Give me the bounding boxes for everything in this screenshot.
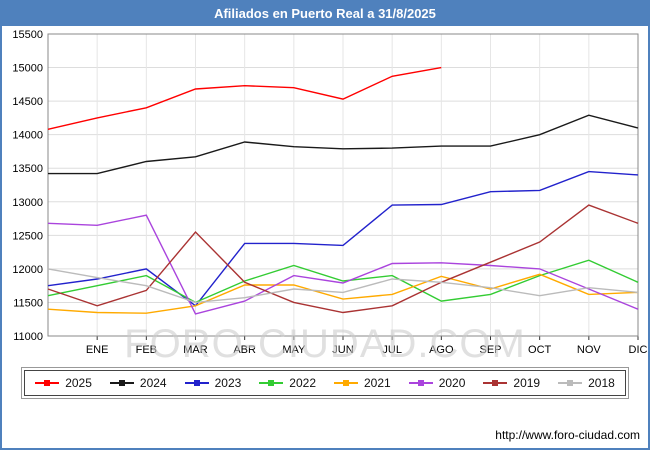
x-tick-label: DIC xyxy=(629,344,648,356)
x-tick-label: ENE xyxy=(86,344,109,356)
legend-label-2022: 2022 xyxy=(289,376,316,390)
x-tick-label: AGO xyxy=(429,344,454,356)
legend-swatch-2025 xyxy=(35,380,60,386)
series-line-2019 xyxy=(47,204,639,314)
legend-label-2024: 2024 xyxy=(139,376,167,390)
series-line-2021 xyxy=(47,273,639,314)
legend-swatch-2023 xyxy=(184,380,209,386)
legend-marker-2021 xyxy=(343,380,349,386)
x-tick-label: MAY xyxy=(282,344,306,356)
legend-label-2023: 2023 xyxy=(214,376,242,390)
legend-label-2019: 2019 xyxy=(513,376,541,390)
legend-marker-2025 xyxy=(44,380,51,386)
legend-marker-2023 xyxy=(193,380,200,386)
legend-item-2018: 2018 xyxy=(558,376,615,390)
legend-swatch-2019 xyxy=(483,380,508,386)
legend-label-2018: 2018 xyxy=(588,376,615,390)
series-line-2025 xyxy=(47,66,442,130)
x-tick-label: JUL xyxy=(382,344,402,356)
x-tick-label: SEP xyxy=(479,344,501,356)
x-tick-label: FEB xyxy=(136,344,157,356)
y-tick-label: 14500 xyxy=(12,96,43,108)
legend-marker-2024 xyxy=(118,380,125,386)
legend-marker-2020 xyxy=(417,380,424,386)
series-line-2020 xyxy=(47,214,639,315)
legend: 2025 2024 2023 2022 2021 2020 2019 2018 xyxy=(21,367,629,399)
chart-title: Afiliados en Puerto Real a 31/8/2025 xyxy=(2,2,648,26)
series-line-2022 xyxy=(47,259,639,304)
x-tick-label: JUN xyxy=(332,344,353,356)
legend-label-2025: 2025 xyxy=(65,376,92,390)
chart-area: 11000 11500 12000 12500 13000 13500 14000 14500… xyxy=(2,26,648,366)
legend-item-2021: 2021 xyxy=(334,376,391,390)
legend-item-2024: 2024 xyxy=(109,376,167,390)
legend-marker-2022 xyxy=(268,380,275,386)
plot-border xyxy=(47,33,639,337)
y-tick-label: 12000 xyxy=(12,264,43,276)
y-tick-label: 15000 xyxy=(12,63,43,75)
legend-swatch-2020 xyxy=(408,380,433,386)
legend-marker-2018 xyxy=(567,380,574,386)
legend-item-2023: 2023 xyxy=(184,376,242,390)
y-tick-label: 11000 xyxy=(13,331,43,343)
y-tick-label: 12500 xyxy=(12,230,43,242)
legend-swatch-2024 xyxy=(109,380,134,386)
legend-label-2020: 2020 xyxy=(438,376,466,390)
y-tick-label: 13000 xyxy=(12,197,43,209)
legend-label-2021: 2021 xyxy=(364,376,391,390)
y-tick-label: 15500 xyxy=(12,29,43,41)
legend-swatch-2021 xyxy=(334,380,358,386)
footer-url-link[interactable]: http://www.foro-ciudad.com xyxy=(495,428,640,442)
legend-item-2019: 2019 xyxy=(483,376,540,390)
x-tick-label: OCT xyxy=(528,344,552,356)
y-tick-label: 13500 xyxy=(12,163,43,175)
y-tick-label: 14000 xyxy=(12,130,43,142)
x-tick-label: ABR xyxy=(233,344,256,356)
series-line-2023 xyxy=(47,170,639,307)
legend-item-2020: 2020 xyxy=(408,376,466,390)
legend-item-2025: 2025 xyxy=(35,376,92,390)
legend-swatch-2022 xyxy=(259,380,284,386)
footer: http://www.foro-ciudad.com xyxy=(495,428,640,442)
y-tick-label: 11500 xyxy=(13,297,43,309)
legend-marker-2019 xyxy=(492,380,499,386)
legend-item-2022: 2022 xyxy=(259,376,316,390)
line-chart-svg: 11000 11500 12000 12500 13000 13500 14000 14500… xyxy=(12,29,648,356)
x-tick-label: MAR xyxy=(183,344,208,356)
series-line-2024 xyxy=(48,114,639,175)
x-tick-label: NOV xyxy=(577,344,602,356)
series-line-2018 xyxy=(47,268,639,304)
legend-swatch-2018 xyxy=(558,380,583,386)
